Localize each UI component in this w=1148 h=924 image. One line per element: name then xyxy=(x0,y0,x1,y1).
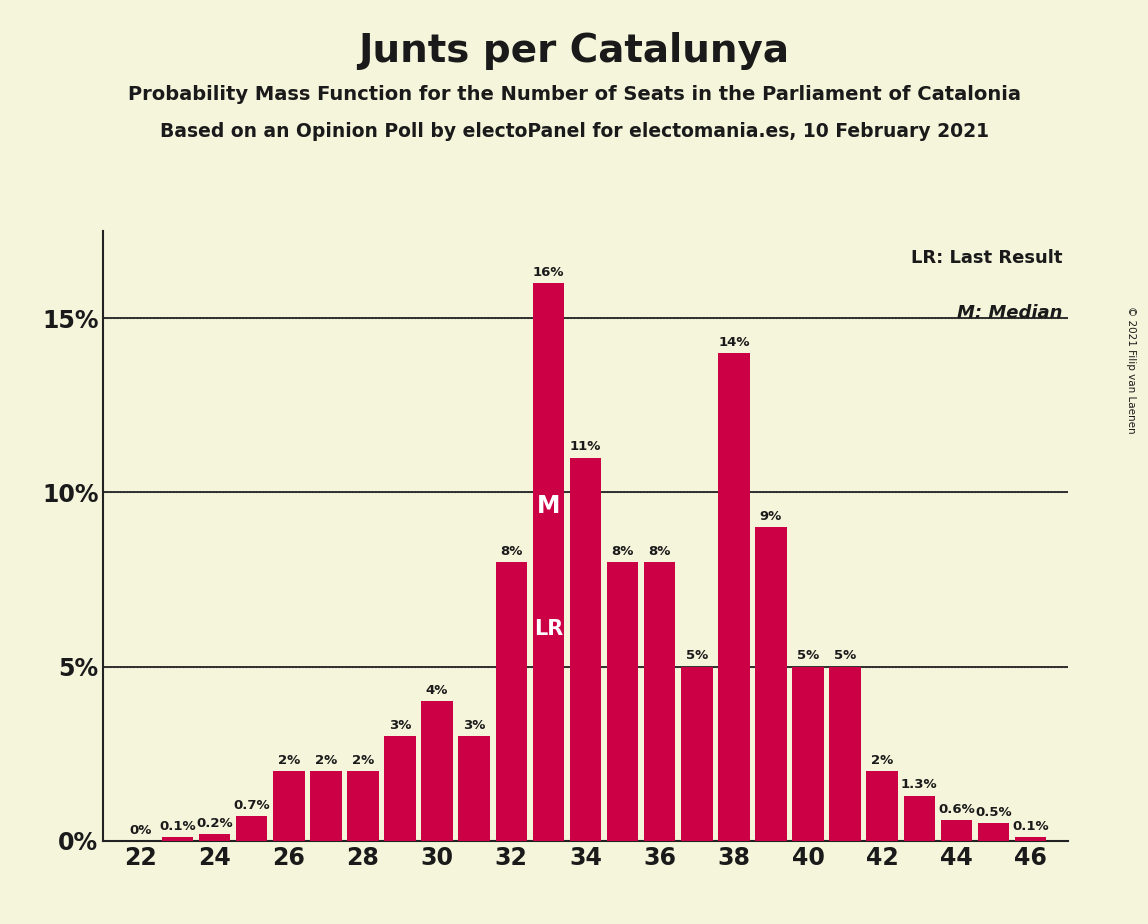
Text: 0%: 0% xyxy=(130,823,152,836)
Text: LR: LR xyxy=(534,619,563,639)
Bar xyxy=(310,772,342,841)
Bar xyxy=(533,284,564,841)
Bar xyxy=(199,833,231,841)
Text: Probability Mass Function for the Number of Seats in the Parliament of Catalonia: Probability Mass Function for the Number… xyxy=(127,85,1021,104)
Bar xyxy=(644,562,675,841)
Bar xyxy=(829,666,861,841)
Text: 5%: 5% xyxy=(797,650,820,663)
Bar xyxy=(940,820,972,841)
Text: 14%: 14% xyxy=(719,335,750,348)
Bar xyxy=(421,701,453,841)
Bar xyxy=(978,823,1009,841)
Text: 2%: 2% xyxy=(871,754,893,767)
Bar xyxy=(496,562,527,841)
Text: 9%: 9% xyxy=(760,510,782,523)
Text: 8%: 8% xyxy=(649,545,670,558)
Text: 5%: 5% xyxy=(685,650,708,663)
Bar xyxy=(867,772,898,841)
Text: 16%: 16% xyxy=(533,266,564,279)
Text: M: M xyxy=(537,494,560,518)
Text: 0.6%: 0.6% xyxy=(938,803,975,816)
Text: 0.7%: 0.7% xyxy=(233,799,270,812)
Bar xyxy=(385,736,416,841)
Text: 0.5%: 0.5% xyxy=(975,807,1011,820)
Bar xyxy=(236,817,267,841)
Text: 3%: 3% xyxy=(463,719,486,732)
Bar xyxy=(273,772,304,841)
Bar xyxy=(792,666,824,841)
Bar xyxy=(569,457,602,841)
Bar xyxy=(681,666,713,841)
Bar xyxy=(347,772,379,841)
Text: 5%: 5% xyxy=(833,650,856,663)
Bar xyxy=(903,796,936,841)
Bar xyxy=(719,353,750,841)
Text: 2%: 2% xyxy=(351,754,374,767)
Text: 11%: 11% xyxy=(569,441,602,454)
Text: 4%: 4% xyxy=(426,685,449,698)
Text: 8%: 8% xyxy=(612,545,634,558)
Text: © 2021 Filip van Laenen: © 2021 Filip van Laenen xyxy=(1126,306,1135,433)
Text: 2%: 2% xyxy=(315,754,338,767)
Text: 0.1%: 0.1% xyxy=(1013,821,1049,833)
Text: M: Median: M: Median xyxy=(957,304,1063,322)
Bar xyxy=(458,736,490,841)
Bar xyxy=(162,837,193,841)
Bar xyxy=(1015,837,1046,841)
Text: 0.1%: 0.1% xyxy=(160,821,196,833)
Text: Based on an Opinion Poll by electoPanel for electomania.es, 10 February 2021: Based on an Opinion Poll by electoPanel … xyxy=(160,122,988,141)
Text: 8%: 8% xyxy=(501,545,522,558)
Bar xyxy=(607,562,638,841)
Text: 3%: 3% xyxy=(389,719,411,732)
Bar xyxy=(755,528,786,841)
Text: LR: Last Result: LR: Last Result xyxy=(912,249,1063,267)
Text: 0.2%: 0.2% xyxy=(196,817,233,830)
Text: 1.3%: 1.3% xyxy=(901,778,938,791)
Text: 2%: 2% xyxy=(278,754,300,767)
Text: Junts per Catalunya: Junts per Catalunya xyxy=(358,32,790,70)
